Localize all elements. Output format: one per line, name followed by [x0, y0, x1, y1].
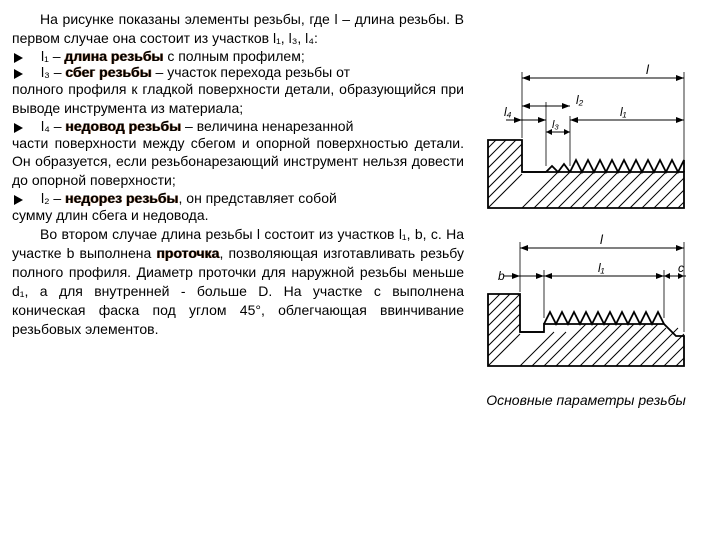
label2-l: l [600, 232, 604, 247]
label2-c: c [678, 261, 684, 275]
bullet-l3-pre: l₃ – [41, 64, 65, 80]
bullet-l2-pre: l₂ – [41, 190, 65, 206]
bullet-l1-bold: длина резьбы [64, 48, 163, 64]
paragraph-intro: На рисунке показаны элементы резьбы, где… [12, 10, 464, 48]
text-column: На рисунке показаны элементы резьбы, где… [12, 10, 472, 530]
bullet-l2-post: , он представляет собой [179, 190, 337, 206]
bullet-l3: l₃ – сбег резьбы – участок перехода резь… [12, 64, 464, 80]
bullet-l4-post: – величина ненарезанной [181, 118, 353, 134]
bullet-l2: l₂ – недорез резьбы, он представляет соб… [12, 190, 464, 206]
triangle-bullet-icon [14, 195, 23, 205]
figure-1: l l₂ l₄ l₃ l₁ [486, 60, 686, 210]
thread-diagram-1: l l₂ l₄ l₃ l₁ [486, 60, 686, 210]
bullet-l1: l₁ – длина резьбы с полным профилем; [12, 48, 464, 64]
triangle-bullet-icon [14, 69, 23, 79]
bullet-l3-bold: сбег резьбы [65, 64, 151, 80]
figure-caption: Основные параметры резьбы [486, 392, 686, 408]
bullet-l4: l₄ – недовод резьбы – величина ненарезан… [12, 118, 464, 134]
figure-2: l b l₁ c [486, 228, 686, 368]
p2-bold: проточка [156, 245, 219, 261]
bullet-l1-post: с полным профилем; [163, 48, 304, 64]
label-l4: l₄ [504, 105, 512, 119]
thread-diagram-2: l b l₁ c [486, 228, 686, 368]
label-l2: l₂ [576, 93, 584, 107]
label-l1: l₁ [620, 105, 627, 119]
bullet-l4-cont: части поверхности между сбегом и опорной… [12, 134, 464, 191]
bullet-l3-post: – участок перехода резьбы от [152, 64, 350, 80]
paragraph-second: Во втором случае длина резьбы l состоит … [12, 225, 464, 338]
bullet-l3-cont: полного профиля к гладкой поверхности де… [12, 80, 464, 118]
triangle-bullet-icon [14, 123, 23, 133]
bullet-l4-bold: недовод резьбы [65, 118, 181, 134]
bullet-l4-pre: l₄ – [41, 118, 65, 134]
bullet-l2-cont: сумму длин сбега и недовода. [12, 206, 464, 225]
bullet-l2-bold: недорез резьбы [65, 190, 178, 206]
triangle-bullet-icon [14, 53, 23, 63]
label-l: l [646, 62, 650, 77]
figure-column: l l₂ l₄ l₃ l₁ [472, 10, 700, 530]
label2-l1: l₁ [598, 261, 605, 275]
bullet-l1-pre: l₁ – [41, 48, 64, 64]
label2-b: b [498, 269, 505, 283]
label-l3: l₃ [552, 119, 559, 131]
